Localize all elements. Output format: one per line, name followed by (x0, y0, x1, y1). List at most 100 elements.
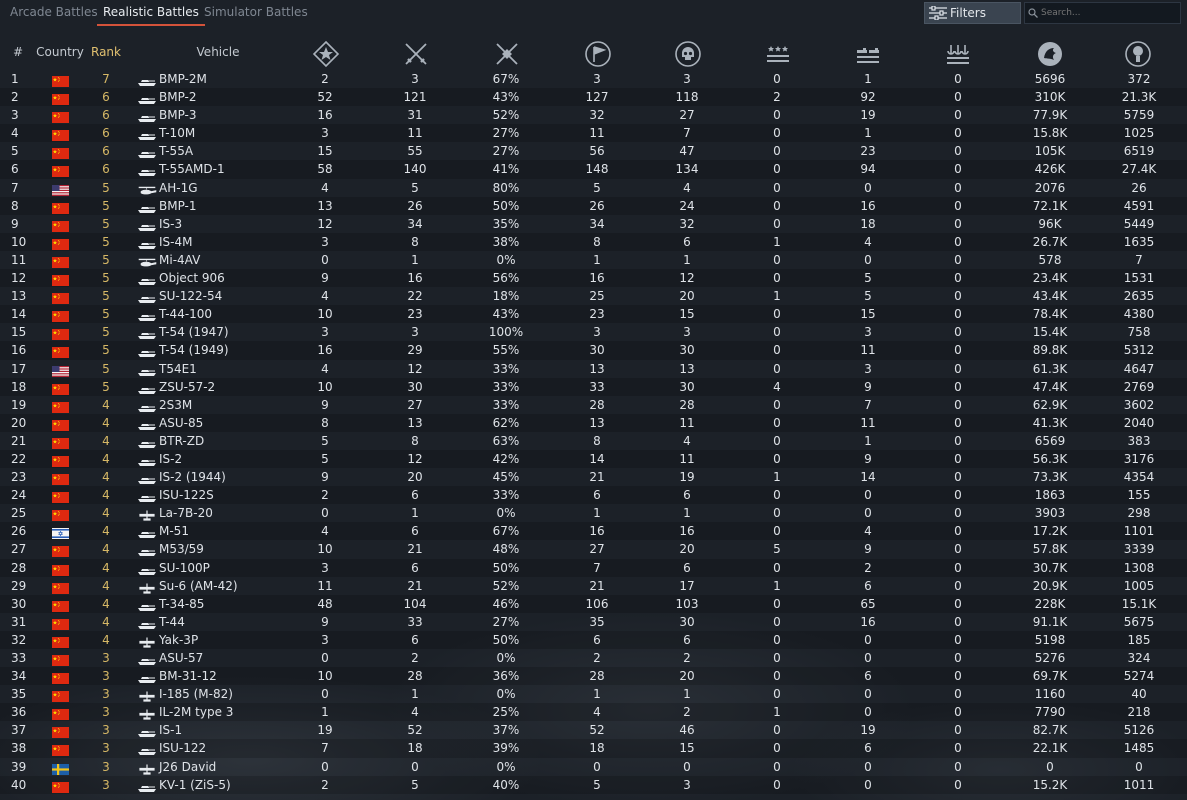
table-row[interactable]: 33 3 ASU-57 0 2 0% 2 2 0 0 0 5276 324 (0, 649, 1187, 667)
table-row[interactable]: 14 5 T-44-100 10 23 43% 23 15 0 15 0 78.4K 4380 (0, 305, 1187, 324)
stat-naval-kills: 0 (954, 651, 962, 665)
table-row[interactable]: 39 3 J26 David 0 0 0% 0 0 0 0 0 0 0 (0, 758, 1187, 776)
stat-ground-kills: 19 (860, 108, 876, 123)
table-row[interactable]: 16 5 T-54 (1949) 16 29 55% 30 30 0 11 0 89.8K 5312 (0, 341, 1187, 360)
win-rate-icon[interactable] (493, 40, 521, 68)
header-vehicle[interactable]: Vehicle (196, 45, 240, 59)
stat-research-points: 5276 (1034, 651, 1066, 665)
stat-win-rate: 100% (488, 325, 524, 340)
search-input[interactable] (1024, 2, 1181, 24)
tab-simulator-battles[interactable]: Simulator Battles (204, 5, 308, 19)
stat-win-rate: 0% (496, 651, 516, 665)
table-row[interactable]: 8 5 BMP-1 13 26 50% 26 24 0 16 0 72.1K 4591 (0, 196, 1187, 215)
table-row[interactable]: 19 4 2S3M 9 27 33% 28 28 0 7 0 62.9K 3602 (0, 396, 1187, 414)
filters-button[interactable]: Filters (924, 2, 1021, 24)
stat-naval-kills: 0 (954, 542, 962, 557)
china-flag-icon (52, 418, 69, 431)
research-points-icon[interactable] (1036, 40, 1064, 68)
stat-silver-lions: 1025 (1123, 126, 1155, 141)
tab-realistic-battles[interactable]: Realistic Battles (97, 0, 205, 26)
air-kills-icon[interactable] (764, 40, 792, 68)
row-number: 1 (11, 72, 19, 86)
stat-victories: 27 (407, 397, 423, 412)
stat-respawns: 35 (589, 614, 605, 629)
header-country[interactable]: Country (36, 45, 84, 59)
header-num[interactable]: # (12, 45, 24, 59)
tank-icon (137, 128, 157, 141)
row-number: 27 (11, 542, 27, 557)
stat-victories: 1 (411, 687, 419, 702)
stat-air-kills: 1 (773, 289, 781, 304)
table-row[interactable]: 3 6 BMP-3 16 31 52% 32 27 0 19 0 77.9K 5759 (0, 106, 1187, 124)
table-row[interactable]: 23 4 IS-2 (1944) 9 20 45% 21 19 1 14 0 73.3K 4354 (0, 468, 1187, 486)
victories-icon[interactable] (402, 40, 430, 68)
table-row[interactable]: 27 4 M53/59 10 21 48% 27 20 5 9 0 57.8K 3339 (0, 540, 1187, 558)
plane-icon (137, 689, 157, 702)
table-row[interactable]: 17 5 T54E1 4 12 33% 13 13 0 3 0 61.3K 4647 (0, 360, 1187, 378)
table-row[interactable]: 24 4 ISU-122S 2 6 33% 6 6 0 0 0 1863 155 (0, 486, 1187, 505)
stat-respawns: 23 (589, 307, 605, 322)
table-row[interactable]: 37 3 IS-1 19 52 37% 52 46 0 19 0 82.7K 5126 (0, 721, 1187, 739)
stat-air-kills: 0 (773, 506, 781, 521)
table-row[interactable]: 20 4 ASU-85 8 13 62% 13 11 0 11 0 41.3K 2040 (0, 413, 1187, 432)
stat-air-kills: 0 (773, 777, 781, 792)
battles-icon[interactable] (312, 40, 340, 68)
table-row[interactable]: 7 5 AH-1G 4 5 80% 5 4 0 0 0 2076 26 (0, 179, 1187, 197)
vehicle-name: IS-4M (159, 234, 193, 249)
table-row[interactable]: 9 5 IS-3 12 34 35% 34 32 0 18 0 96K 5449 (0, 215, 1187, 233)
table-row[interactable]: 1 7 BMP-2M 2 3 67% 3 3 0 1 0 5696 372 (0, 70, 1187, 88)
stat-research-points: 578 (1038, 252, 1062, 267)
stat-victories: 21 (407, 542, 423, 557)
table-row[interactable]: 26 4 M-51 4 6 67% 16 16 0 4 0 17.2K 1101 (0, 522, 1187, 541)
table-row[interactable]: 15 5 T-54 (1947) 3 3 100% 3 3 0 3 0 15.4K 758 (0, 323, 1187, 341)
table-row[interactable]: 22 4 IS-2 5 12 42% 14 11 0 9 0 56.3K 3176 (0, 449, 1187, 469)
table-row[interactable]: 18 5 ZSU-57-2 10 30 33% 33 30 4 9 0 47.4K 2769 (0, 377, 1187, 396)
vehicle-name: T-10M (159, 126, 196, 141)
silver-lions-icon[interactable] (1124, 40, 1152, 68)
table-row[interactable]: 2 6 BMP-2 52 121 43% 127 118 2 92 0 310K 21.3K (0, 88, 1187, 107)
table-row[interactable]: 25 4 La-7B-20 0 1 0% 1 1 0 0 0 3903 298 (0, 504, 1187, 522)
china-flag-icon (52, 563, 69, 576)
row-number: 25 (11, 506, 27, 521)
row-number: 28 (11, 560, 27, 575)
table-row[interactable]: 13 5 SU-122-54 4 22 18% 25 20 1 5 0 43.4K 2635 (0, 287, 1187, 305)
table-row[interactable]: 32 4 Yak-3P 3 6 50% 6 6 0 0 0 5198 185 (0, 630, 1187, 649)
vehicle-name: KV-1 (ZiS-5) (159, 777, 231, 792)
china-flag-icon (52, 617, 69, 630)
respawns-icon[interactable] (584, 40, 612, 68)
rank-value: 5 (102, 379, 110, 394)
stat-silver-lions: 3339 (1123, 542, 1155, 557)
stat-deaths: 12 (679, 271, 695, 286)
tank-icon (137, 309, 157, 322)
stat-ground-kills: 9 (864, 379, 872, 394)
table-row[interactable]: 28 4 SU-100P 3 6 50% 7 6 0 2 0 30.7K 1308 (0, 558, 1187, 577)
tank-icon (137, 164, 157, 177)
stat-ground-kills: 6 (864, 669, 872, 684)
stat-battles: 2 (321, 488, 329, 503)
table-row[interactable]: 35 3 I-185 (M-82) 0 1 0% 1 1 0 0 0 1160 40 (0, 685, 1187, 703)
table-row[interactable]: 38 3 ISU-122 7 18 39% 18 15 0 6 0 22.1K 1485 (0, 739, 1187, 758)
row-number: 40 (11, 777, 27, 792)
stat-battles: 3 (321, 325, 329, 340)
deaths-icon[interactable] (674, 40, 702, 68)
stat-ground-kills: 0 (864, 759, 872, 774)
table-row[interactable]: 36 3 IL-2M type 3 1 4 25% 4 2 1 0 0 7790 218 (0, 703, 1187, 722)
table-row[interactable]: 10 5 IS-4M 3 8 38% 8 6 1 4 0 26.7K 1635 (0, 232, 1187, 251)
table-row[interactable]: 29 4 Su-6 (AM-42) 11 21 52% 21 17 1 6 0 20.9K 1005 (0, 577, 1187, 595)
naval-kills-icon[interactable] (944, 40, 972, 68)
table-row[interactable]: 12 5 Object 906 9 16 56% 16 12 0 5 0 23.4K 1531 (0, 269, 1187, 288)
stat-battles: 5 (321, 433, 329, 448)
table-row[interactable]: 11 5 Mi-4AV 0 1 0% 1 1 0 0 0 578 7 (0, 251, 1187, 269)
table-row[interactable]: 40 3 KV-1 (ZiS-5) 2 5 40% 5 3 0 0 0 15.2K 1011 (0, 775, 1187, 794)
table-row[interactable]: 30 4 T-34-85 48 104 46% 106 103 0 65 0 228K 15.1K (0, 594, 1187, 613)
table-row[interactable]: 5 6 T-55A 15 55 27% 56 47 0 23 0 105K 6519 (0, 142, 1187, 160)
table-row[interactable]: 21 4 BTR-ZD 5 8 63% 8 4 0 1 0 6569 383 (0, 432, 1187, 450)
table-row[interactable]: 4 6 T-10M 3 11 27% 11 7 0 1 0 15.8K 1025 (0, 124, 1187, 143)
table-row[interactable]: 31 4 T-44 9 33 27% 35 30 0 16 0 91.1K 5675 (0, 613, 1187, 631)
table-row[interactable]: 34 3 BM-31-12 10 28 36% 28 20 0 6 0 69.7K 5274 (0, 667, 1187, 686)
table-row[interactable]: 6 6 T-55AMD-1 58 140 41% 148 134 0 94 0 426K 27.4K (0, 160, 1187, 179)
ground-kills-icon[interactable] (854, 40, 882, 68)
header-rank[interactable]: Rank (91, 45, 121, 59)
filters-label: Filters (950, 6, 986, 20)
tab-arcade-battles[interactable]: Arcade Battles (10, 5, 98, 19)
